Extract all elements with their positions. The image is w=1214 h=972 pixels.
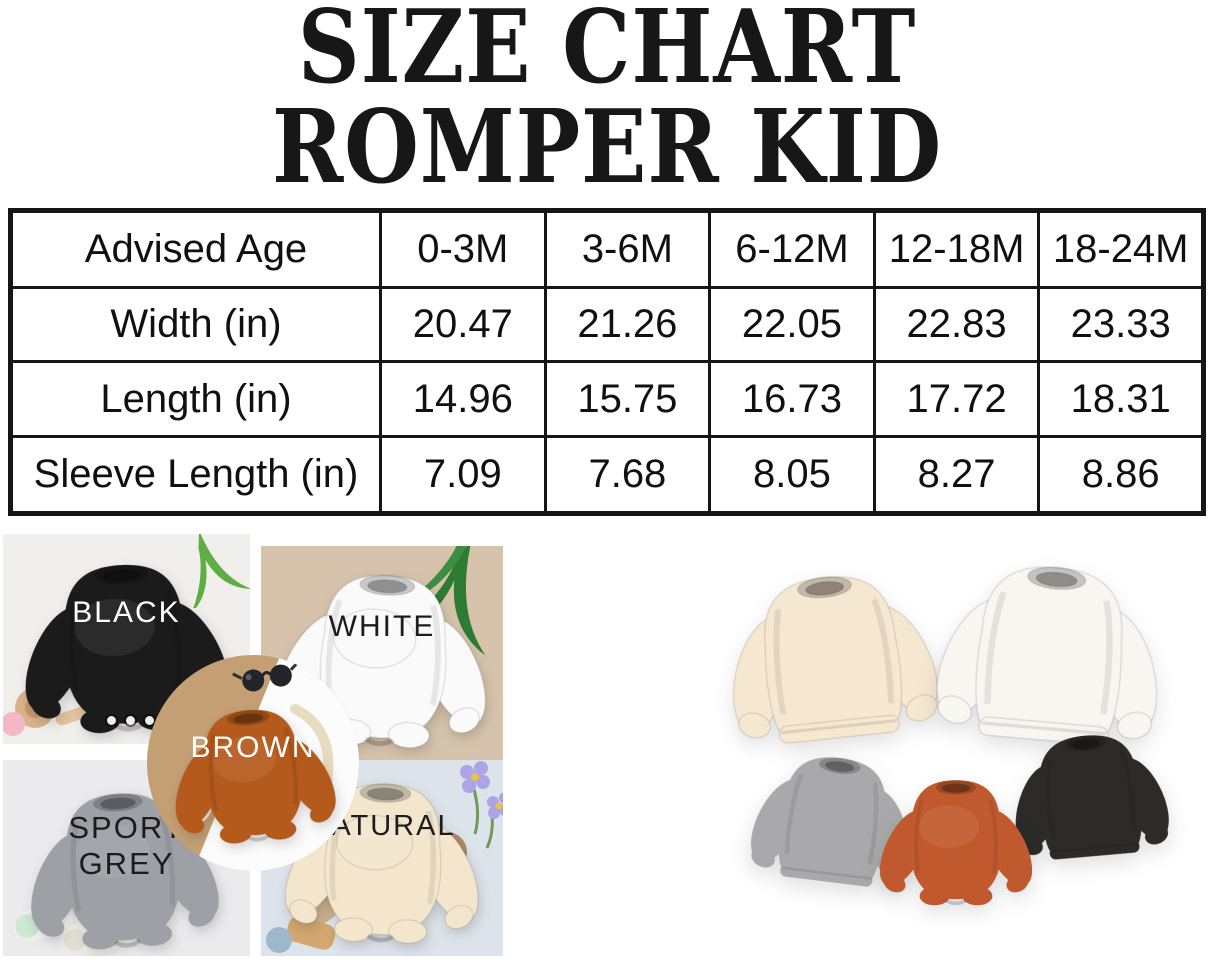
palm-leaf-decoration	[392, 546, 486, 656]
col-header: 6-12M	[708, 209, 876, 289]
table-cell: 16.73	[708, 360, 876, 439]
swatch-photo-brown: BROWN	[147, 655, 359, 871]
table-cell: 8.86	[1037, 435, 1205, 515]
row-label-length: Length (in)	[9, 360, 382, 439]
romper-graphic-brown	[158, 688, 347, 861]
color-label-black: BLACK	[72, 596, 181, 629]
table-cell: 7.09	[379, 435, 547, 515]
title-line-1: SIZE CHART	[297, 0, 917, 106]
table-header-row: Advised Age 0-3M 3-6M 6-12M 12-18M 18-24…	[9, 209, 1205, 289]
color-label-white: WHITE	[328, 610, 436, 643]
col-header: 3-6M	[543, 209, 712, 289]
row-label-width: Width (in)	[9, 285, 382, 364]
table-row-length: Length (in) 14.96 15.75 16.73 17.72 18.3…	[9, 360, 1205, 439]
table-cell: 22.83	[872, 285, 1041, 364]
sunglasses-decoration	[232, 661, 299, 692]
table-row-sleeve-length: Sleeve Length (in) 7.09 7.68 8.05 8.27 8…	[9, 435, 1205, 515]
table-cell: 20.47	[379, 285, 547, 364]
table-cell: 17.72	[872, 360, 1041, 439]
color-label-sport-grey: SPORT GREY	[68, 810, 185, 881]
row-label-sleeve-length: Sleeve Length (in)	[9, 435, 382, 515]
snap-buttons	[107, 716, 154, 725]
col-header: 18-24M	[1037, 209, 1205, 289]
col-header: 0-3M	[379, 209, 547, 289]
table-cell: 18.31	[1037, 360, 1205, 439]
row-label-advised-age: Advised Age	[9, 209, 382, 289]
color-option-collage: BLACK WHITE SPORT GREY	[3, 533, 503, 957]
table-cell: 8.05	[708, 435, 876, 515]
table-cell: 21.26	[543, 285, 712, 364]
table-row-width: Width (in) 20.47 21.26 22.05 22.83 23.33	[9, 285, 1205, 364]
table-cell: 8.27	[872, 435, 1041, 515]
color-label-brown: BROWN	[190, 731, 316, 764]
romper-graphic-orange	[868, 766, 1044, 916]
col-header: 12-18M	[872, 209, 1041, 289]
fern-leaf-decoration	[191, 534, 250, 608]
size-table: Advised Age 0-3M 3-6M 6-12M 12-18M 18-24…	[8, 208, 1206, 516]
swatch-photo-black: BLACK	[3, 534, 250, 744]
title-line-2: ROMPER KID	[271, 86, 943, 206]
table-cell: 15.75	[543, 360, 712, 439]
table-cell: 7.68	[543, 435, 712, 515]
table-cell: 23.33	[1037, 285, 1205, 364]
table-cell: 14.96	[379, 360, 547, 439]
table-cell: 22.05	[708, 285, 876, 364]
garment-group-photo	[706, 530, 1214, 960]
page-title: SIZE CHART ROMPER KID	[0, 0, 1214, 206]
